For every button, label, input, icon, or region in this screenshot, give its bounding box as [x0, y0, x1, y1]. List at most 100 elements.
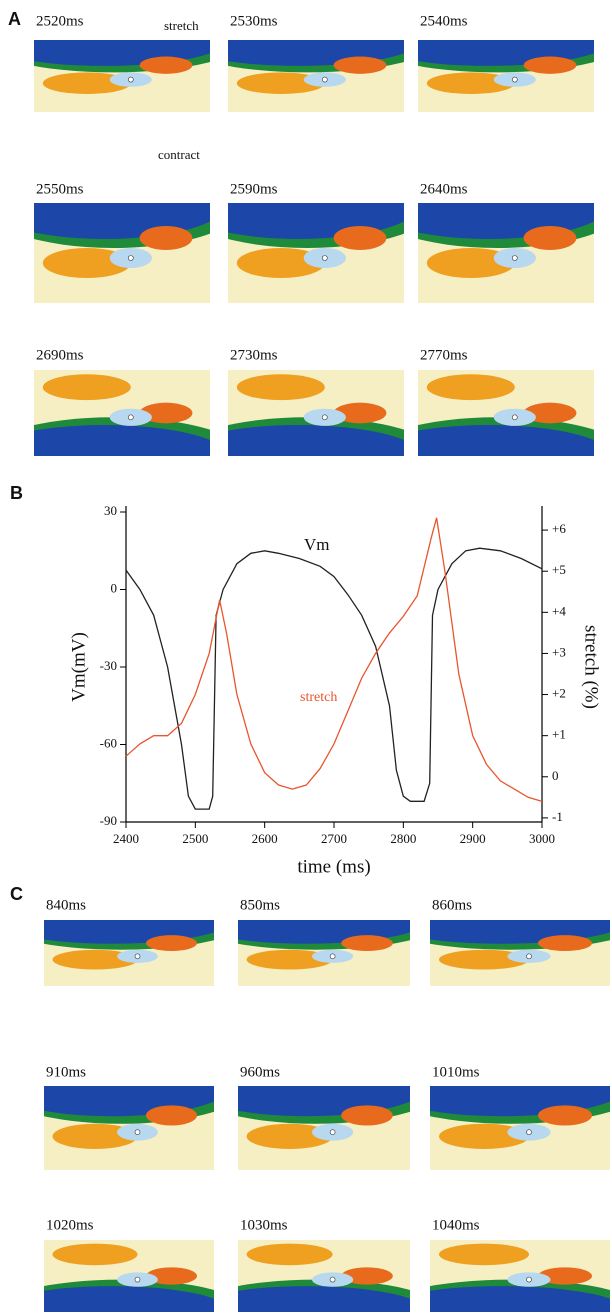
frame-label: 1040ms: [432, 1217, 480, 1233]
thumb-patch: [52, 1123, 138, 1149]
annotation: stretch: [164, 18, 199, 33]
thumb-patch: [246, 1123, 333, 1149]
y2-tick-label: +5: [552, 562, 566, 577]
frame-label: 840ms: [46, 897, 86, 913]
thumb-dot: [329, 1276, 336, 1283]
thumb-patch: [538, 935, 592, 952]
thumbnail: [44, 1240, 214, 1312]
thumbnail: [34, 370, 210, 456]
thumb-patch: [246, 1243, 333, 1266]
series-line: [125, 517, 543, 803]
frame-label: 960ms: [240, 1064, 280, 1080]
frame-label: 2590ms: [230, 181, 278, 197]
frame-label: 860ms: [432, 897, 472, 913]
thumb-dot: [511, 76, 518, 83]
thumb-dot: [329, 1129, 336, 1135]
thumb-patch: [146, 935, 197, 952]
thumb-dot: [134, 953, 141, 960]
x-axis-label: time (ms): [297, 856, 370, 877]
thumb-patch: [523, 56, 577, 74]
thumb-patch: [236, 72, 325, 94]
thumb-patch: [333, 402, 387, 424]
thumbnail: [34, 40, 210, 112]
panel-label: B: [10, 483, 23, 503]
y2-tick-label: +3: [552, 644, 566, 659]
frame-label: 2540ms: [420, 13, 468, 29]
panel-label: A: [8, 9, 21, 29]
frame-label: 1010ms: [432, 1064, 480, 1080]
thumb-patch: [246, 949, 333, 970]
thumb-band: [430, 1286, 610, 1312]
y2-tick-label: 0: [552, 768, 559, 783]
thumb-patch: [523, 402, 577, 424]
thumb-patch: [236, 374, 325, 401]
thumb-dot: [526, 1129, 532, 1135]
thumb-dot: [321, 255, 328, 261]
y-tick-label: 30: [104, 503, 117, 518]
thumb-patch: [426, 248, 515, 278]
frame-label: 2730ms: [230, 347, 278, 363]
thumbnail: [430, 920, 610, 986]
thumb-dot: [511, 255, 518, 261]
thumb-band: [228, 203, 404, 239]
thumbnail: [418, 203, 594, 303]
y-tick-label: -30: [100, 658, 117, 673]
thumb-dot: [329, 953, 336, 960]
thumb-dot: [128, 76, 134, 83]
thumbnail: [430, 1240, 610, 1312]
x-tick-label: 2600: [252, 831, 278, 846]
thumb-patch: [341, 1105, 393, 1126]
thumb-patch: [341, 1267, 393, 1285]
thumb-band: [44, 1086, 214, 1117]
y-axis-label: Vm(mV): [68, 632, 89, 702]
thumb-patch: [42, 374, 131, 401]
thumb-patch: [139, 402, 193, 424]
x-tick-label: 3000: [529, 831, 555, 846]
thumbnail: [238, 920, 410, 986]
thumb-band: [238, 1086, 410, 1117]
thumbnail: [228, 370, 404, 456]
thumb-patch: [426, 72, 515, 94]
x-tick-label: 2700: [321, 831, 347, 846]
frame-label: 2550ms: [36, 181, 84, 197]
thumb-band: [44, 1286, 214, 1312]
x-tick-label: 2500: [182, 831, 208, 846]
panel-label: C: [10, 884, 23, 904]
thumb-dot: [321, 76, 328, 83]
thumb-patch: [333, 226, 387, 250]
thumb-dot: [526, 953, 532, 960]
x-tick-label: 2400: [113, 831, 139, 846]
thumbnail: [44, 1086, 214, 1170]
thumb-band: [34, 425, 210, 456]
y-tick-label: -60: [100, 735, 117, 750]
x-tick-label: 2900: [460, 831, 486, 846]
frame-label: 850ms: [240, 897, 280, 913]
frame-label: 2690ms: [36, 347, 84, 363]
series-label: Vm: [304, 535, 330, 554]
y-tick-label: 0: [111, 580, 118, 595]
frame-label: 2530ms: [230, 13, 278, 29]
y2-tick-label: -1: [552, 809, 563, 824]
thumb-patch: [146, 1105, 197, 1126]
thumbnail: [418, 40, 594, 112]
frame-label: 2770ms: [420, 347, 468, 363]
thumb-patch: [139, 56, 193, 74]
frame-label: 2640ms: [420, 181, 468, 197]
thumb-patch: [42, 72, 131, 94]
thumb-patch: [52, 1243, 138, 1266]
thumb-patch: [52, 949, 138, 970]
frame-label: 910ms: [46, 1064, 86, 1080]
frame-label: 1030ms: [240, 1217, 288, 1233]
thumb-dot: [128, 255, 134, 261]
thumb-dot: [134, 1276, 141, 1283]
thumb-dot: [511, 414, 518, 421]
thumb-dot: [134, 1129, 141, 1135]
thumbnail: [34, 203, 210, 303]
thumb-patch: [341, 935, 393, 952]
thumb-band: [228, 425, 404, 456]
thumb-patch: [439, 1243, 529, 1266]
thumb-patch: [146, 1267, 197, 1285]
thumb-dot: [128, 414, 134, 421]
thumb-patch: [139, 226, 193, 250]
